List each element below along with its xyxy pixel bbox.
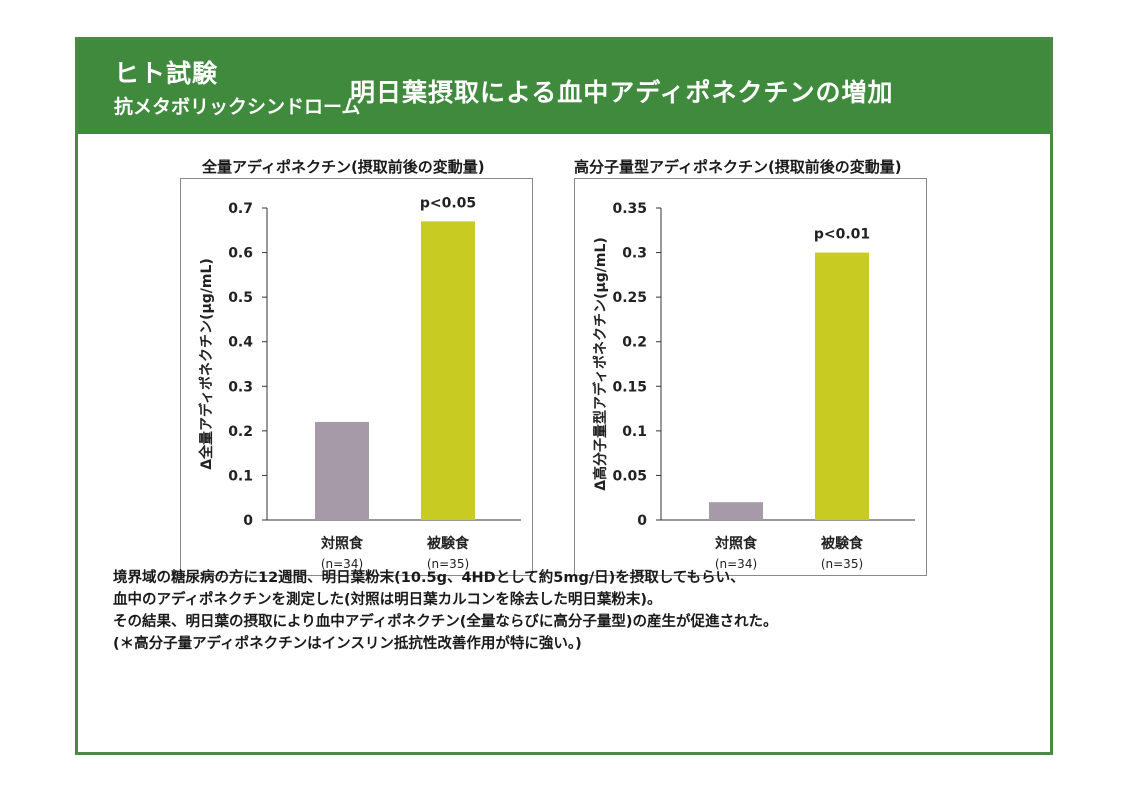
chart1-category-note: (n=35) (427, 557, 469, 571)
note-line-1: 境界域の糖尿病の方に12週間、明日葉粉末(10.5g、4HDとして約5mg/日)… (113, 570, 745, 586)
chart1-ytick-label: 0.5 (228, 290, 253, 306)
chart1-svg: 0 0.1 0.2 0.3 0.4 0.5 0.6 0.7 Δ全量アディポネクチン(μg/mL)… (198, 195, 521, 571)
chart2-ytick-label: 0.2 (622, 335, 647, 351)
header-sublabel: 抗メタボリックシンドローム (114, 96, 361, 118)
chart2-bar-2 (815, 252, 869, 521)
chart2-category-label: 対照食 (714, 535, 758, 552)
chart1-y-axis-label: Δ全量アディポネクチン(μg/mL) (198, 258, 215, 470)
chart1-ytick-label: 0.6 (228, 246, 253, 262)
chart1-ytick-label: 0 (243, 513, 253, 529)
chart2-title: 高分子量型アディポネクチン(摂取前後の変動量) (574, 158, 902, 176)
page-title: 明日葉摂取による血中アディポネクチンの増加 (350, 78, 894, 107)
chart1-category-label: 被験食 (427, 535, 470, 552)
chart1-ytick-label: 0.7 (228, 201, 253, 217)
note-line-4: (＊高分子量アディポネクチンはインスリン抵抗性改善作用が特に強い。) (113, 636, 582, 652)
chart2-ytick-label: 0.15 (612, 379, 647, 395)
chart1-ytick-label: 0.1 (228, 468, 253, 484)
chart1-bar-1 (315, 421, 369, 520)
chart2-ytick-label: 0.1 (622, 424, 647, 440)
chart1-p-value-label: p<0.05 (420, 195, 476, 211)
chart2-category-note: (n=35) (821, 557, 863, 571)
note-line-3: その結果、明日葉の摂取により血中アディポネクチン(全量ならびに高分子量型)の産生… (113, 614, 778, 630)
chart2-ytick-label: 0.35 (612, 201, 647, 217)
chart1-category-note: (n=34) (321, 557, 363, 571)
chart1-category-label: 対照食 (320, 535, 364, 552)
chart2-category-note: (n=34) (715, 557, 757, 571)
chart1-box: 0 0.1 0.2 0.3 0.4 0.5 0.6 0.7 Δ全量アディポネクチン(μg/mL)… (180, 178, 533, 576)
chart2-svg: 0 0.05 0.1 0.15 0.2 0.25 0.3 0.35 Δ高分子量型アディポネクチン… (592, 201, 915, 571)
chart2-ytick-label: 0 (637, 513, 647, 529)
note-line-2: 血中のアディポネクチンを測定した(対照は明日葉カルコンを除去した明日葉粉末)。 (113, 592, 662, 608)
chart2-box: 0 0.05 0.1 0.15 0.2 0.25 0.3 0.35 Δ高分子量型アディポネクチン… (574, 178, 927, 576)
chart2-ytick-label: 0.3 (622, 246, 647, 262)
chart2-category-label: 被験食 (821, 535, 864, 552)
description-text: 境界域の糖尿病の方に12週間、明日葉粉末(10.5g、4HDとして約5mg/日)… (113, 567, 777, 655)
chart1-ytick-label: 0.2 (228, 424, 253, 440)
chart2-p-value-label: p<0.01 (814, 227, 870, 243)
chart1-bar-2 (421, 221, 475, 520)
chart2-y-axis-label: Δ高分子量型アディポネクチン(μg/mL) (592, 237, 609, 491)
header-bar: ヒト試験 抗メタボリックシンドローム 明日葉摂取による血中アディポネクチンの増加 (78, 40, 1050, 134)
chart1-title: 全量アディポネクチン(摂取前後の変動量) (202, 158, 485, 176)
header-label: ヒト試験 (114, 59, 219, 88)
chart2-ytick-label: 0.05 (612, 468, 647, 484)
chart1-ytick-label: 0.4 (228, 335, 253, 351)
chart2-ytick-label: 0.25 (612, 290, 647, 306)
chart1-ytick-label: 0.3 (228, 379, 253, 395)
chart2-bar-1 (709, 502, 763, 520)
